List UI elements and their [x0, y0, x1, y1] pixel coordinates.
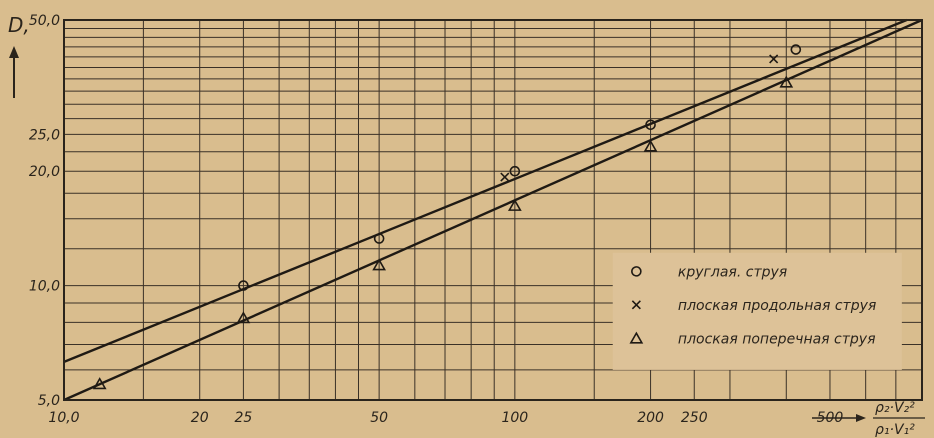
marker-triangle	[779, 75, 794, 88]
fit-lines	[63, 18, 923, 402]
x-tick-labels: 10,0 20 25 50 100 200 250 500	[48, 410, 843, 426]
marker-triangle	[92, 377, 107, 390]
y-tick-label: 5,0	[38, 393, 60, 409]
marker-triangle	[507, 198, 522, 211]
x-tick-label: 250	[681, 410, 708, 426]
marker-triangle	[372, 258, 387, 271]
legend-label: плоская поперечная струя	[678, 332, 876, 348]
fit-line	[63, 18, 923, 402]
legend-box	[612, 252, 902, 370]
y-tick-labels: 5,0 10,0 20,0 25,0 50,0	[29, 13, 60, 409]
marker-circle	[645, 119, 656, 131]
x-axis-arrow-head	[856, 414, 866, 422]
marker-triangle	[236, 311, 251, 324]
y-axis-label: D,	[8, 13, 30, 37]
legend-label: круглая. струя	[678, 264, 787, 280]
legend-label: плоская продольная струя	[678, 298, 876, 314]
x-tick-label: 10,0	[48, 410, 79, 426]
marker-x	[769, 54, 779, 64]
x-tick-label: 100	[501, 410, 528, 426]
x-tick-label: 50	[370, 410, 388, 426]
marker-circle	[790, 44, 802, 55]
y-tick-label: 10,0	[29, 279, 60, 295]
x-tick-label: 25	[234, 410, 252, 426]
marker-x	[500, 172, 510, 182]
fit-line	[63, 18, 908, 363]
y-axis-arrow-head	[9, 46, 19, 58]
marker-x	[631, 300, 641, 310]
marker-circle	[373, 233, 385, 244]
x-tick-label: 20	[191, 410, 209, 426]
plot-frame	[63, 19, 923, 401]
legend: круглая. струя плоская продольная струя пл…	[629, 264, 876, 348]
x-tick-label: 200	[637, 410, 664, 426]
data-markers	[92, 44, 802, 390]
marker-circle	[509, 165, 521, 177]
marker-triangle	[643, 139, 658, 152]
marker-circle	[631, 266, 642, 277]
y-tick-label: 20,0	[29, 164, 60, 180]
marker-circle	[238, 280, 249, 291]
y-tick-label: 25,0	[29, 127, 60, 143]
marker-triangle	[629, 331, 644, 344]
y-tick-label: 50,0	[29, 13, 60, 29]
x-axis-label-denominator: ρ₁·V₁²	[875, 422, 915, 438]
x-axis-label-numerator: ρ₂·V₂²	[875, 400, 915, 416]
